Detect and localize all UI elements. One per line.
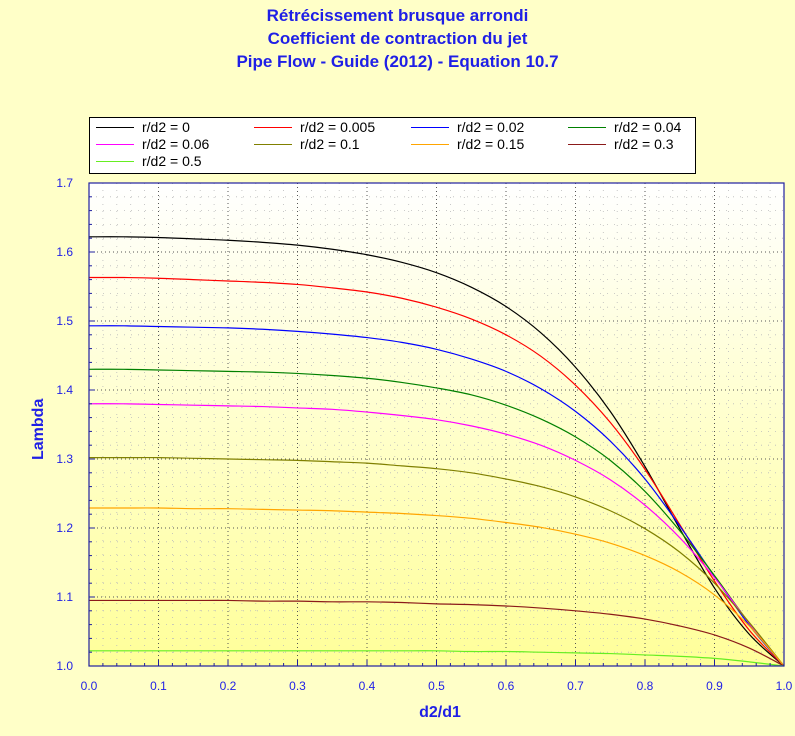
legend-item: r/d2 = 0.5 [96, 153, 202, 169]
chart-title-block: Rétrécissement brusque arrondi Coefficie… [0, 4, 795, 73]
legend-swatch [96, 126, 134, 128]
legend-label: r/d2 = 0.04 [614, 119, 682, 135]
x-tick-label: 0.0 [81, 679, 98, 693]
chart-title: Rétrécissement brusque arrondi [266, 6, 529, 25]
legend-item: r/d2 = 0 [96, 119, 190, 135]
y-tick-label: 1.5 [56, 314, 73, 328]
y-tick-label: 1.3 [56, 452, 73, 466]
legend-label: r/d2 = 0.5 [142, 153, 202, 169]
grid-lines [89, 183, 784, 666]
legend-label: r/d2 = 0.005 [300, 119, 376, 135]
series-line-8 [89, 650, 785, 667]
y-tick-label: 1.0 [56, 659, 73, 673]
legend-item: r/d2 = 0.3 [568, 136, 674, 152]
series-line-5 [89, 456, 785, 667]
x-tick-label: 0.1 [150, 679, 167, 693]
chart-source-line: Pipe Flow - Guide (2012) - Equation 10.7 [236, 52, 559, 71]
legend-swatch [96, 160, 134, 162]
legend-item: r/d2 = 0.1 [254, 136, 360, 152]
legend-swatch [254, 143, 292, 145]
series-line-2 [88, 325, 785, 667]
legend-label: r/d2 = 0.3 [614, 136, 674, 152]
y-tick-label: 1.6 [56, 245, 73, 259]
series-line-1 [88, 276, 785, 667]
legend-label: r/d2 = 0 [142, 119, 190, 135]
chart-legend: r/d2 = 0 r/d2 = 0.005 r/d2 = 0.02 r/d2 = 0.… [89, 117, 696, 174]
legend-item: r/d2 = 0.04 [568, 119, 681, 135]
x-tick-label: 0.2 [220, 679, 237, 693]
legend-item: r/d2 = 0.15 [411, 136, 524, 152]
x-axis-label: d2/d1 [419, 704, 461, 721]
series-line-7 [88, 599, 785, 667]
legend-item: r/d2 = 0.005 [254, 119, 375, 135]
y-tick-label: 1.4 [56, 383, 73, 397]
x-tick-label: 0.4 [359, 679, 376, 693]
legend-swatch [96, 143, 134, 145]
chart-subtitle: Coefficient de contraction du jet [267, 29, 528, 48]
legend-item: r/d2 = 0.06 [96, 136, 209, 152]
legend-swatch [568, 126, 606, 128]
x-tick-label: 0.7 [567, 679, 584, 693]
legend-label: r/d2 = 0.06 [142, 136, 210, 152]
series-lines [88, 236, 785, 667]
x-tick-label: 0.3 [289, 679, 306, 693]
legend-swatch [411, 126, 449, 128]
x-tick-label: 0.9 [706, 679, 723, 693]
y-tick-label: 1.1 [56, 590, 73, 604]
series-line-6 [89, 507, 785, 667]
legend-label: r/d2 = 0.1 [300, 136, 360, 152]
y-tick-label: 1.2 [56, 521, 73, 535]
x-tick-label: 0.6 [498, 679, 515, 693]
legend-swatch [254, 126, 292, 128]
legend-item: r/d2 = 0.02 [411, 119, 524, 135]
legend-label: r/d2 = 0.02 [457, 119, 525, 135]
legend-swatch [411, 143, 449, 145]
legend-label: r/d2 = 0.15 [457, 136, 525, 152]
x-tick-label: 1.0 [776, 679, 793, 693]
y-tick-label: 1.7 [56, 176, 73, 190]
legend-swatch [568, 143, 606, 145]
y-axis-label: Lambda [30, 398, 47, 460]
x-tick-label: 0.5 [428, 679, 445, 693]
series-line-4 [88, 403, 785, 667]
axis-ticks: 0.0 0.1 0.2 0.3 0.4 0.5 0.6 0.7 0.8 0.9 1.0 1.0 1.1 1… [56, 176, 792, 693]
x-tick-label: 0.8 [637, 679, 654, 693]
series-line-3 [88, 368, 785, 667]
